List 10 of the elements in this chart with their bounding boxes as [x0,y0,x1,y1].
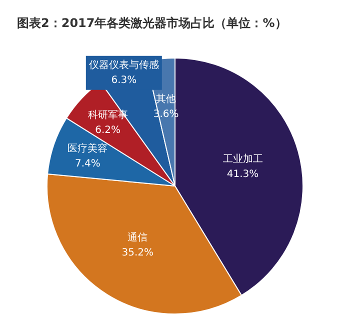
slice-label: 医疗美容 [68,142,108,154]
data-label: 7.4% [75,158,100,170]
data-label: 6.2% [95,124,121,136]
slice-label: 工业加工 [222,152,263,165]
slice-label: 通信 [128,232,148,244]
data-label: 35.2% [122,248,154,259]
data-label: 41.3% [226,168,259,180]
data-label: 6.3% [111,74,137,86]
slice-label: 仪器仪表与传感 [88,58,159,71]
chart-title: 图表2：2017年各类激光器市场占比（单位：%） [17,16,287,30]
